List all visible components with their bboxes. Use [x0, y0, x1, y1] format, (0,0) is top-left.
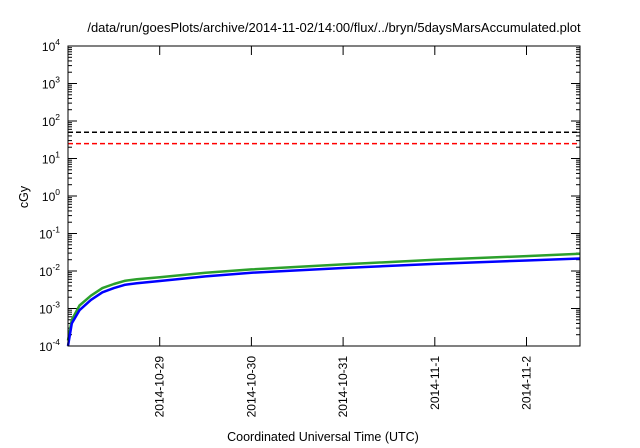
y-axis-label: cGy — [17, 185, 31, 208]
y-tick-label: 10-2 — [39, 262, 60, 279]
y-tick-label: 103 — [42, 75, 60, 92]
y-tick-label: 102 — [42, 112, 60, 129]
x-tick-label: 2014-10-29 — [153, 356, 167, 418]
y-tick-labels: 10-4 10-3 10-2 10-1 100 101 102 103 104 — [39, 37, 60, 354]
series-line-4 — [66, 257, 581, 347]
series-line-3 — [66, 252, 581, 341]
y-tick-label: 10-3 — [39, 300, 60, 317]
x-tick-label: 2014-11-1 — [428, 356, 442, 410]
y-tick-label: 10-1 — [39, 225, 60, 242]
plot-area — [66, 45, 581, 347]
chart-title: /data/run/goesPlots/archive/2014-11-02/1… — [87, 20, 581, 35]
y-tick-label: 10-4 — [39, 337, 60, 354]
y-tick-label: 101 — [42, 150, 60, 167]
x-tick-label: 2014-11-2 — [520, 356, 534, 410]
x-tick-labels: 2014-10-29 2014-10-30 2014-10-31 2014-11-1 2… — [153, 356, 534, 418]
x-axis-label: Coordinated Universal Time (UTC) — [227, 430, 419, 444]
x-tick-label: 2014-10-31 — [336, 356, 350, 418]
x-tick-label: 2014-10-30 — [244, 356, 258, 418]
y-tick-label: 104 — [42, 37, 60, 54]
y-tick-label: 100 — [42, 187, 60, 204]
plot-frame — [67, 45, 581, 347]
